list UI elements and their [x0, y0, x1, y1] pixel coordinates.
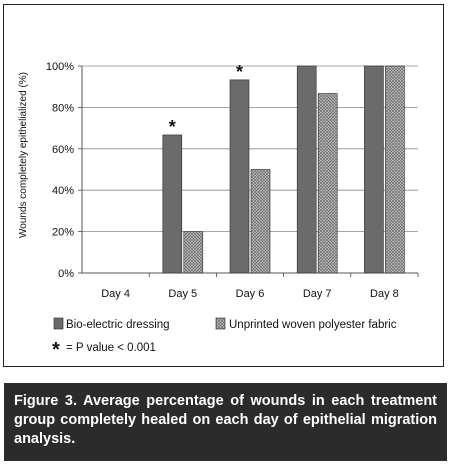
bar-chart: 0% 20% 40% 60% 80% 100% Day 4 Day 5 Day 6 Day 7 Da… — [18, 61, 419, 361]
y-tick-label: 60% — [52, 144, 74, 156]
legend-label-bio-electric: Bio-electric dressing — [66, 319, 170, 331]
legend: Bio-electric dressing Unprinted woven po… — [52, 317, 397, 361]
y-tick-label: 20% — [52, 227, 74, 239]
y-axis-label: Wounds completely epithelialized (%) — [18, 72, 29, 238]
gridlines — [82, 65, 418, 233]
significance-markers: ** — [169, 62, 243, 137]
figure-caption-box: Figure 3. Average percentage of wounds i… — [4, 383, 447, 461]
bar-polyester — [183, 231, 204, 274]
y-tick-label: 80% — [52, 102, 74, 114]
bar-bio-electric — [162, 134, 183, 274]
y-tick-label: 40% — [52, 185, 74, 197]
x-tick-label: Day 7 — [303, 288, 332, 300]
bar-bio-electric — [364, 65, 384, 274]
legend-swatch-bio-electric — [53, 317, 64, 330]
legend-significance-note: = P value < 0.001 — [66, 342, 156, 354]
significance-asterisk: * — [236, 62, 243, 82]
bar-polyester — [317, 93, 338, 274]
bar-polyester — [250, 169, 271, 274]
y-tick-label: 0% — [58, 268, 74, 280]
bars — [162, 65, 405, 274]
y-tick-label: 100% — [46, 61, 74, 73]
legend-label-polyester: Unprinted woven polyester fabric — [229, 319, 397, 331]
legend-asterisk: * — [52, 339, 60, 361]
legend-swatch-polyester — [215, 317, 226, 330]
x-tick-label: Day 4 — [101, 288, 130, 300]
tick-labels: 0% 20% 40% 60% 80% 100% Day 4 Day 5 Day 6 Day 7 Da… — [46, 61, 399, 300]
significance-asterisk: * — [169, 117, 176, 137]
figure-caption: Figure 3. Average percentage of wounds i… — [14, 393, 437, 447]
bar-bio-electric — [229, 79, 250, 274]
bar-bio-electric — [296, 65, 317, 274]
figure-panel: 0% 20% 40% 60% 80% 100% Day 4 Day 5 Day 6 Day 7 Da… — [3, 4, 444, 367]
x-tick-label: Day 5 — [168, 288, 197, 300]
axes — [78, 65, 419, 277]
bar-polyester — [385, 65, 405, 274]
x-tick-label: Day 8 — [370, 288, 399, 300]
x-tick-label: Day 6 — [236, 288, 265, 300]
